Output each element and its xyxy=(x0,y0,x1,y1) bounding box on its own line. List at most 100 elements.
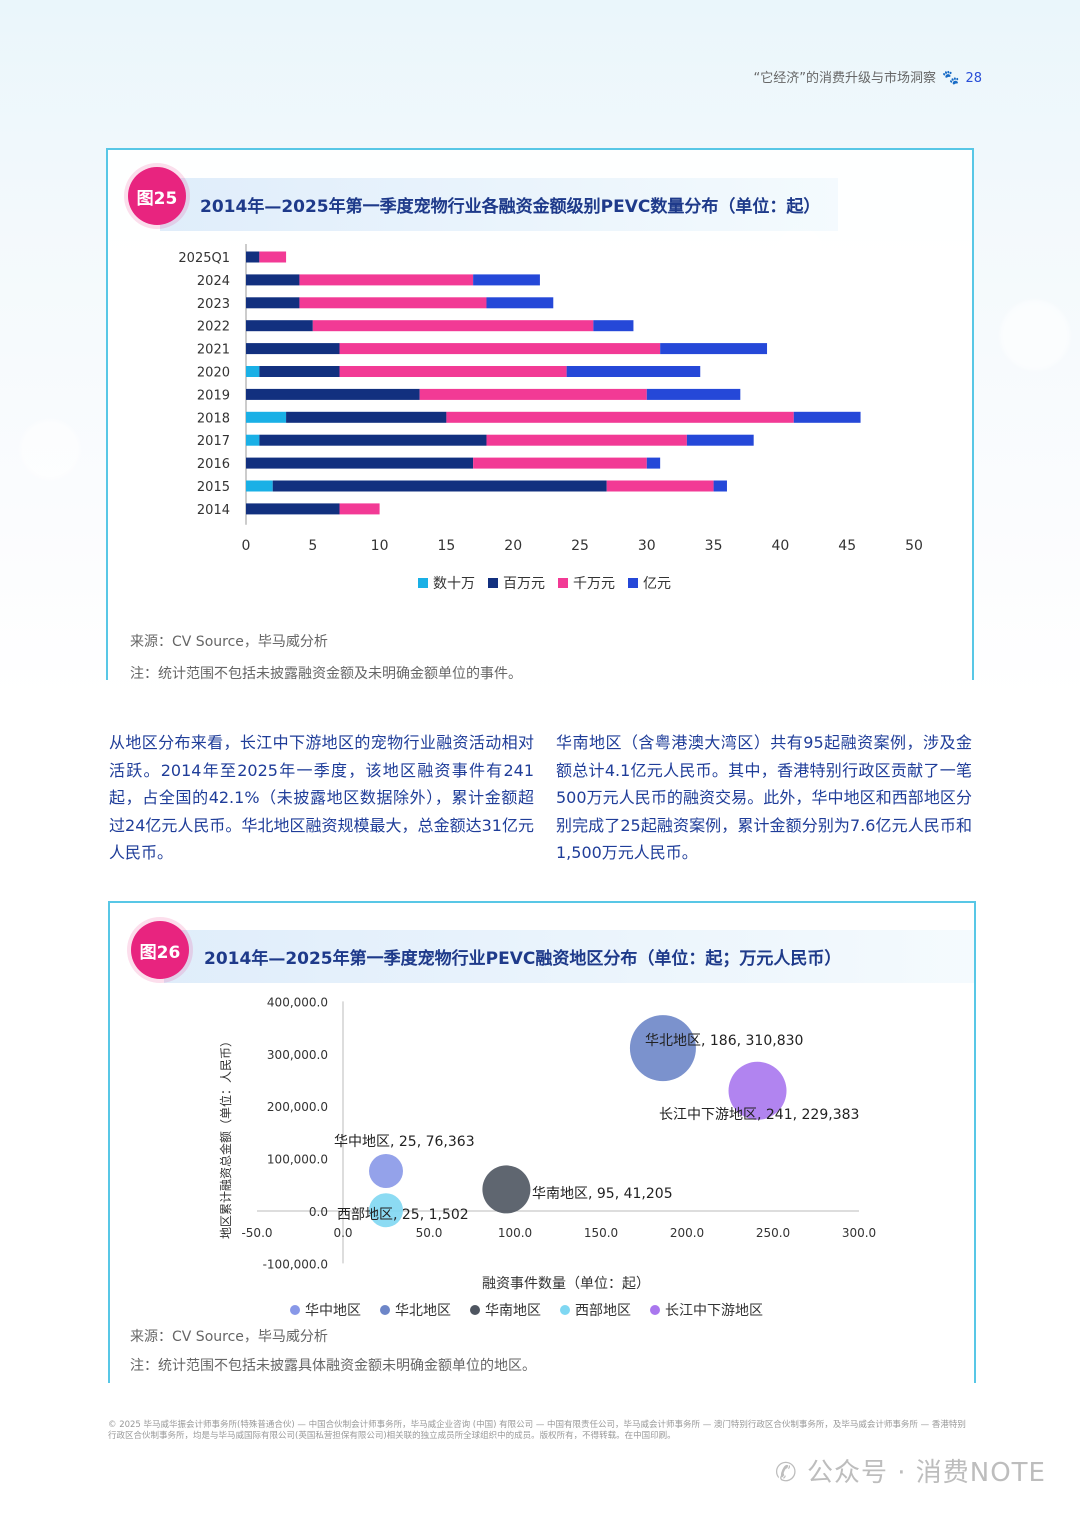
figure-26-note: 注：统计范围不包括未披露具体融资金额未明确金额单位的地区。 xyxy=(130,1358,536,1374)
category-label: 2014 xyxy=(197,503,230,518)
body-text-right: 华南地区（含粤港澳大湾区）共有95起融资案例，涉及金额总计4.1亿元人民币。其中… xyxy=(556,733,972,862)
legend-label: 数十万 xyxy=(433,576,475,592)
category-label: 2018 xyxy=(197,411,230,426)
bar-segment xyxy=(299,297,487,309)
legend-swatch xyxy=(470,1305,480,1315)
x-tick-label: 0.0 xyxy=(333,1226,352,1240)
legend-label: 华南地区 xyxy=(485,1303,541,1319)
legend-swatch xyxy=(558,578,568,588)
bubble xyxy=(369,1153,403,1188)
x-tick-label: 20 xyxy=(504,538,522,554)
bar-segment xyxy=(646,457,661,469)
bar-segment xyxy=(246,434,260,446)
x-tick-label: 15 xyxy=(437,538,455,554)
legend-swatch xyxy=(560,1305,570,1315)
x-tick-label: 35 xyxy=(705,538,723,554)
bar-segment xyxy=(246,480,273,492)
x-tick-label: 300.0 xyxy=(842,1226,876,1240)
watermark-text: 公众号 · 消费NOTE xyxy=(806,1458,1046,1488)
bar-segment xyxy=(660,343,768,355)
legend-swatch xyxy=(628,578,638,588)
category-label: 2019 xyxy=(197,388,230,403)
y-tick-label: 0.0 xyxy=(309,1205,328,1219)
copyright-footer: © 2025 毕马威华振会计师事务所(特殊普通合伙) — 中国合伙制会计师事务所… xyxy=(108,1420,966,1441)
category-label: 2024 xyxy=(197,274,230,289)
bar-segment xyxy=(473,457,647,469)
category-label: 2015 xyxy=(197,480,230,495)
y-tick-label: 300,000.0 xyxy=(267,1048,328,1062)
header-title: “它经济”的消费升级与市场洞察 xyxy=(753,71,937,86)
bar-segment xyxy=(486,434,687,446)
legend-label: 长江中下游地区 xyxy=(665,1303,763,1319)
category-label: 2021 xyxy=(197,343,230,358)
bar-segment xyxy=(286,411,447,423)
category-label: 2022 xyxy=(197,320,230,335)
bar-segment xyxy=(606,480,714,492)
bar-segment xyxy=(259,251,287,263)
figure-25-badge: 图25 xyxy=(128,167,186,225)
bar-segment xyxy=(339,366,567,377)
legend-swatch xyxy=(418,578,428,588)
paw-icon: 🐾 xyxy=(942,70,960,86)
x-tick-label: 100.0 xyxy=(498,1226,532,1240)
legend-label: 百万元 xyxy=(503,576,545,592)
bar-segment xyxy=(566,366,701,377)
bar-segment xyxy=(246,320,313,332)
figure-25-source: 来源：CV Source，毕马威分析 xyxy=(130,634,328,650)
data-label: 华北地区, 186, 310,830 xyxy=(645,1033,803,1049)
bar-segment xyxy=(486,297,554,309)
bar-segment xyxy=(593,320,634,332)
bar-segment xyxy=(473,274,540,286)
x-tick-label: 0 xyxy=(242,538,251,554)
x-axis-title: 融资事件数量（单位：起） xyxy=(482,1276,650,1292)
decorative-bokeh xyxy=(1000,300,1070,370)
figure-25-note: 注：统计范围不包括未披露融资金额及未明确金额单位的事件。 xyxy=(130,666,522,682)
figure-26-title: 2014年—2025年第一季度宠物行业PEVC融资地区分布（单位：起；万元人民币… xyxy=(164,930,974,983)
y-axis-title: 地区累计融资总金额（单位：人民币） xyxy=(218,1035,233,1239)
category-label: 2025Q1 xyxy=(178,251,230,266)
bar-segment xyxy=(713,480,727,492)
x-tick-label: 5 xyxy=(308,538,317,554)
category-label: 2017 xyxy=(197,434,230,449)
data-label: 华南地区, 95, 41,205 xyxy=(532,1186,673,1202)
bubble xyxy=(629,1015,696,1082)
x-tick-label: 25 xyxy=(571,538,589,554)
bubble xyxy=(482,1165,531,1214)
bar-segment xyxy=(259,434,487,446)
data-label: 西部地区, 25, 1,502 xyxy=(337,1207,469,1223)
bar-segment xyxy=(246,343,340,355)
bar-segment xyxy=(259,366,340,377)
bar-segment xyxy=(312,320,594,332)
x-tick-label: 40 xyxy=(771,538,789,554)
bar-segment xyxy=(246,411,287,423)
y-tick-label: 400,000.0 xyxy=(267,995,328,1009)
bar-segment xyxy=(246,388,420,400)
bar-segment xyxy=(339,503,380,515)
legend-label: 华中地区 xyxy=(305,1303,361,1319)
bar-segment xyxy=(246,274,300,286)
figure-25-title: 2014年—2025年第一季度宠物行业各融资金额级别PEVC数量分布（单位：起） xyxy=(160,178,839,231)
legend-swatch xyxy=(650,1305,660,1315)
decorative-bokeh xyxy=(20,420,80,480)
bubble xyxy=(369,1193,403,1228)
category-label: 2023 xyxy=(197,297,230,312)
category-label: 2020 xyxy=(197,366,230,381)
wechat-icon: ✆ xyxy=(774,1458,807,1488)
x-tick-label: -50.0 xyxy=(241,1226,272,1240)
bar-segment xyxy=(446,411,794,423)
y-tick-label: -100,000.0 xyxy=(263,1257,328,1271)
figure-26-source: 来源：CV Source，毕马威分析 xyxy=(130,1329,328,1345)
x-tick-label: 150.0 xyxy=(584,1226,618,1240)
legend-swatch xyxy=(488,578,498,588)
bar-segment xyxy=(246,503,340,515)
legend-label: 西部地区 xyxy=(575,1303,631,1319)
bar-segment xyxy=(299,274,474,286)
bar-segment xyxy=(646,388,741,400)
bar-segment xyxy=(686,434,754,446)
data-label: 长江中下游地区, 241, 229,383 xyxy=(659,1107,859,1123)
x-tick-label: 50 xyxy=(905,538,923,554)
bar-segment xyxy=(246,251,260,263)
data-label: 华中地区, 25, 76,363 xyxy=(334,1134,475,1150)
bar-segment xyxy=(339,343,661,355)
y-tick-label: 200,000.0 xyxy=(267,1100,328,1114)
